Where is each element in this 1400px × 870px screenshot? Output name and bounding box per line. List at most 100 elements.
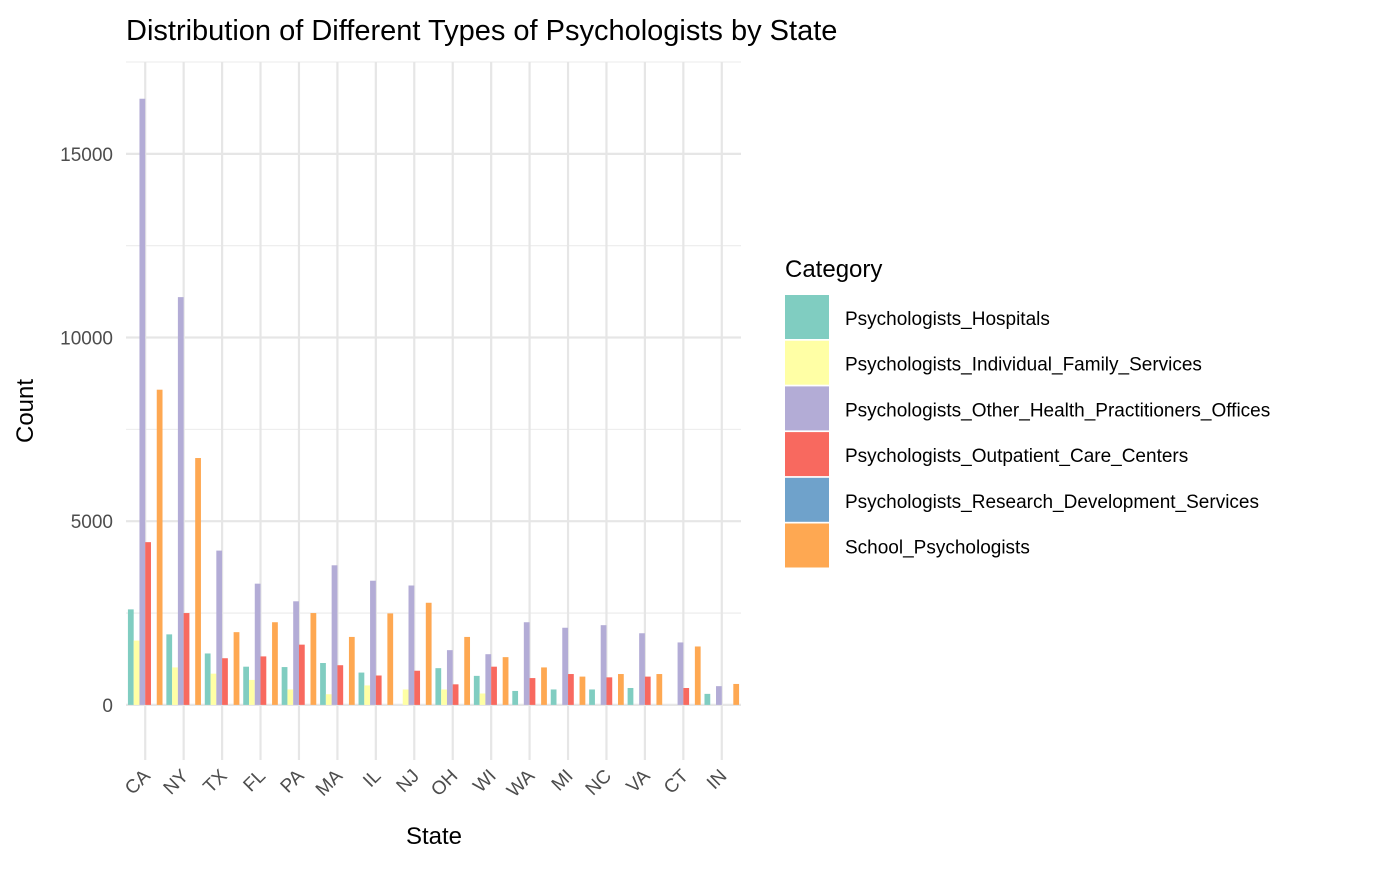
x-tick-label-IL: IL (359, 766, 385, 792)
bar-OH-1 (441, 689, 447, 705)
x-tick-label-MI: MI (548, 766, 578, 796)
bar-WI-5 (502, 657, 509, 705)
bar-NC-3 (606, 677, 613, 705)
x-tick-label-IN: IN (703, 766, 731, 794)
bar-CA-5 (156, 389, 163, 705)
bar-TX-3 (222, 658, 228, 705)
y-tick-label-1: 5000 (71, 512, 113, 533)
legend-label-3: Psychologists_Outpatient_Care_Centers (845, 446, 1188, 467)
legend: Category Psychologists_HospitalsPsycholo… (785, 256, 1270, 568)
bar-CA-1 (133, 640, 140, 705)
y-tick-label-3: 15000 (60, 145, 113, 166)
y-tick-label-2: 10000 (60, 329, 113, 350)
bar-IL-0 (358, 672, 365, 705)
bar-WI-3 (491, 666, 497, 705)
bar-CT-3 (683, 687, 690, 705)
legend-title: Category (785, 256, 882, 283)
bar-NJ-2 (408, 585, 415, 705)
bar-WI-0 (473, 675, 480, 705)
bar-VA-0 (627, 687, 634, 705)
chart-title: Distribution of Different Types of Psych… (126, 15, 837, 47)
y-axis-label: Count (12, 379, 39, 443)
bar-CA-3 (145, 542, 151, 705)
bar-NC-2 (600, 625, 607, 705)
bar-MI-0 (550, 689, 557, 705)
bar-IN-0 (704, 693, 711, 705)
bar-WA-2 (523, 622, 530, 705)
x-tick-label-NC: NC (582, 766, 616, 800)
x-tick-label-NY: NY (160, 765, 194, 799)
y-tick-label-0: 0 (102, 696, 113, 717)
bar-OH-3 (452, 684, 459, 705)
bar-PA-2 (293, 601, 299, 705)
bar-MI-2 (562, 627, 569, 705)
bar-IL-3 (375, 675, 382, 705)
legend-swatch-1 (785, 340, 829, 385)
bar-NJ-5 (425, 602, 432, 705)
bar-MA-3 (337, 665, 344, 705)
x-tick-label-FL: FL (240, 766, 271, 797)
y-axis-ticks: 0 5000 10000 15000 (60, 145, 113, 717)
legend-label-2: Psychologists_Other_Health_Practitioners… (845, 400, 1270, 421)
legend-label-0: Psychologists_Hospitals (845, 309, 1050, 330)
bar-PA-1 (287, 689, 294, 705)
bar-OH-2 (446, 650, 453, 705)
bar-WI-1 (479, 693, 486, 705)
x-tick-label-VA: VA (623, 765, 655, 797)
bar-TX-2 (216, 550, 223, 705)
legend-swatch-0 (785, 295, 829, 339)
bar-IL-5 (387, 613, 394, 705)
bar-MA-1 (325, 694, 332, 705)
bar-VA-5 (656, 674, 663, 705)
bar-FL-2 (254, 583, 261, 705)
bar-TX-0 (204, 653, 211, 705)
bar-CA-2 (139, 98, 146, 705)
bar-IL-2 (370, 580, 376, 705)
legend-swatch-5 (785, 523, 829, 568)
bar-NJ-1 (402, 689, 409, 705)
bar-FL-1 (249, 679, 255, 705)
x-tick-label-CT: CT (660, 765, 693, 798)
bar-WI-2 (485, 654, 492, 705)
bar-MI-3 (568, 674, 574, 705)
x-tick-label-MA: MA (312, 765, 347, 800)
bar-OH-5 (464, 636, 471, 705)
bar-MI-5 (579, 676, 586, 705)
x-tick-label-WA: WA (503, 765, 539, 801)
bar-IL-1 (364, 685, 371, 705)
x-tick-label-PA: PA (277, 765, 309, 797)
legend-swatch-2 (785, 386, 829, 431)
bar-PA-3 (298, 644, 305, 705)
bar-OH-0 (435, 668, 442, 705)
bar-WA-0 (512, 690, 519, 705)
x-tick-label-NJ: NJ (393, 766, 424, 797)
bar-CT-2 (677, 642, 684, 705)
legend-swatch-3 (785, 432, 829, 477)
bar-FL-3 (260, 656, 267, 705)
bar-IN-2 (716, 686, 722, 705)
bar-MA-5 (348, 636, 355, 705)
bar-VA-2 (639, 633, 645, 705)
x-axis-ticks: CA NY TX FL PA MA IL NJ OH WI WA MI NC VA CT IN (121, 765, 731, 801)
bar-NY-2 (177, 297, 184, 705)
bar-WA-5 (541, 667, 547, 705)
bar-VA-3 (644, 676, 651, 705)
x-tick-label-TX: TX (200, 765, 232, 797)
bar-MA-0 (320, 663, 326, 705)
bar-WA-3 (529, 678, 536, 705)
bar-IN-5 (733, 683, 740, 705)
x-tick-label-OH: OH (427, 766, 462, 801)
legend-items: Psychologists_Hospitals Psychologists_Ind… (785, 295, 1270, 568)
bar-MA-2 (331, 565, 338, 705)
legend-swatch-4 (785, 477, 829, 522)
bar-PA-0 (281, 667, 288, 705)
bar-NY-1 (172, 667, 178, 705)
bar-TX-5 (233, 632, 240, 705)
x-tick-label-CA: CA (121, 765, 155, 799)
bar-NC-0 (589, 689, 595, 705)
bar-FL-5 (272, 622, 278, 705)
bar-TX-1 (210, 673, 217, 705)
bar-NY-3 (183, 613, 190, 705)
